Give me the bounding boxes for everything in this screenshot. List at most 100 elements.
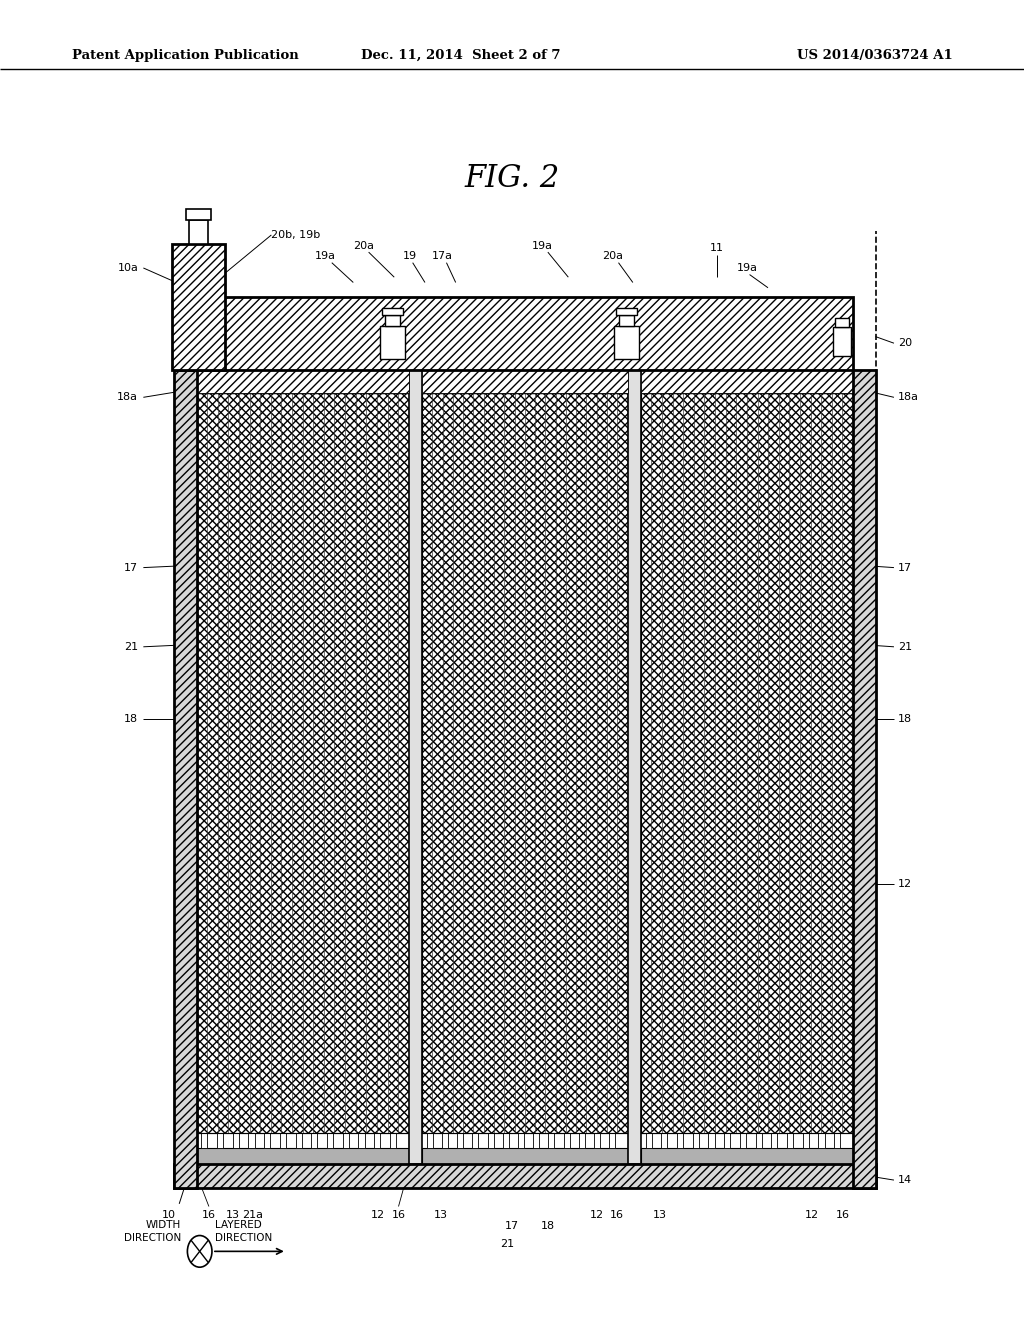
Bar — [503, 370, 510, 393]
Bar — [609, 370, 616, 393]
Bar — [264, 370, 271, 393]
Bar — [197, 370, 409, 393]
Text: 17: 17 — [898, 562, 912, 573]
Bar — [249, 1133, 255, 1148]
Bar — [280, 370, 287, 393]
Text: 18: 18 — [541, 1221, 555, 1232]
Bar — [202, 1133, 208, 1148]
Bar — [202, 370, 209, 393]
Bar — [662, 370, 669, 393]
Bar — [534, 1133, 540, 1148]
Bar — [380, 326, 406, 359]
Bar — [422, 370, 628, 393]
Text: 13: 13 — [225, 1210, 240, 1221]
Text: FIG. 2: FIG. 2 — [464, 162, 560, 194]
Bar — [427, 370, 434, 393]
Bar — [662, 1133, 668, 1148]
Text: 18: 18 — [124, 714, 138, 725]
Text: Patent Application Publication: Patent Application Publication — [72, 49, 298, 62]
Bar — [724, 1133, 730, 1148]
Bar — [457, 370, 464, 393]
Bar — [692, 1133, 698, 1148]
Bar — [818, 370, 825, 393]
Bar — [549, 370, 556, 393]
Bar — [613, 326, 639, 359]
Bar — [311, 1133, 317, 1148]
Text: 19a: 19a — [737, 263, 758, 273]
Bar — [441, 370, 449, 393]
Bar — [186, 209, 211, 220]
Bar — [594, 370, 601, 393]
Bar — [709, 1133, 715, 1148]
Bar — [197, 393, 409, 1133]
Bar — [518, 370, 525, 393]
Bar — [740, 370, 748, 393]
Bar — [787, 1133, 793, 1148]
Bar — [232, 370, 240, 393]
Bar — [756, 370, 763, 393]
Text: 17: 17 — [124, 562, 138, 573]
Bar — [422, 1148, 628, 1164]
Bar — [174, 297, 853, 370]
Bar — [740, 1133, 745, 1148]
Text: 20: 20 — [898, 338, 912, 348]
Bar — [385, 315, 400, 326]
Text: 19a: 19a — [532, 240, 553, 251]
Bar — [518, 1133, 524, 1148]
Text: 21: 21 — [500, 1239, 514, 1250]
Bar — [172, 244, 225, 370]
Text: US 2014/0363724 A1: US 2014/0363724 A1 — [797, 49, 952, 62]
Bar — [358, 1133, 365, 1148]
Bar — [422, 393, 628, 1133]
Bar — [534, 370, 541, 393]
Bar — [579, 370, 586, 393]
Bar — [409, 370, 422, 1164]
Text: 13: 13 — [434, 1210, 449, 1221]
Text: 21: 21 — [898, 642, 912, 652]
Text: 19: 19 — [402, 251, 417, 261]
Bar — [853, 370, 876, 1188]
Text: 16: 16 — [610, 1210, 625, 1221]
Bar — [197, 1148, 409, 1164]
Bar — [197, 393, 409, 1133]
Bar — [232, 1133, 239, 1148]
Bar — [835, 318, 849, 327]
Bar — [189, 220, 208, 244]
Text: 18: 18 — [898, 714, 912, 725]
Bar — [787, 370, 795, 393]
Bar — [457, 1133, 463, 1148]
Bar — [692, 370, 699, 393]
Bar — [296, 1133, 302, 1148]
Text: 12: 12 — [371, 1210, 385, 1221]
Bar — [472, 370, 479, 393]
Bar — [615, 308, 637, 315]
Text: 21: 21 — [124, 642, 138, 652]
Text: 14: 14 — [898, 1175, 912, 1185]
Bar — [296, 370, 303, 393]
Bar — [174, 370, 197, 1188]
Bar — [677, 1133, 683, 1148]
Bar — [594, 1133, 600, 1148]
Text: 20a: 20a — [602, 251, 623, 261]
Bar — [833, 327, 851, 356]
Bar — [709, 370, 716, 393]
Text: 17: 17 — [505, 1221, 519, 1232]
Bar — [327, 370, 334, 393]
Bar — [311, 370, 318, 393]
Bar — [756, 1133, 762, 1148]
Text: 13: 13 — [652, 1210, 667, 1221]
Bar — [771, 1133, 777, 1148]
Bar — [327, 1133, 333, 1148]
Text: Dec. 11, 2014  Sheet 2 of 7: Dec. 11, 2014 Sheet 2 of 7 — [361, 49, 560, 62]
Bar — [677, 370, 684, 393]
Text: 17a: 17a — [432, 251, 453, 261]
Text: 10a: 10a — [118, 263, 138, 273]
Bar — [249, 370, 256, 393]
Text: 16: 16 — [391, 1210, 406, 1221]
Text: 12: 12 — [898, 879, 912, 890]
Text: WIDTH
DIRECTION: WIDTH DIRECTION — [124, 1221, 181, 1242]
Bar — [374, 1133, 380, 1148]
Bar — [645, 1133, 651, 1148]
Bar — [609, 1133, 615, 1148]
Bar — [280, 1133, 286, 1148]
